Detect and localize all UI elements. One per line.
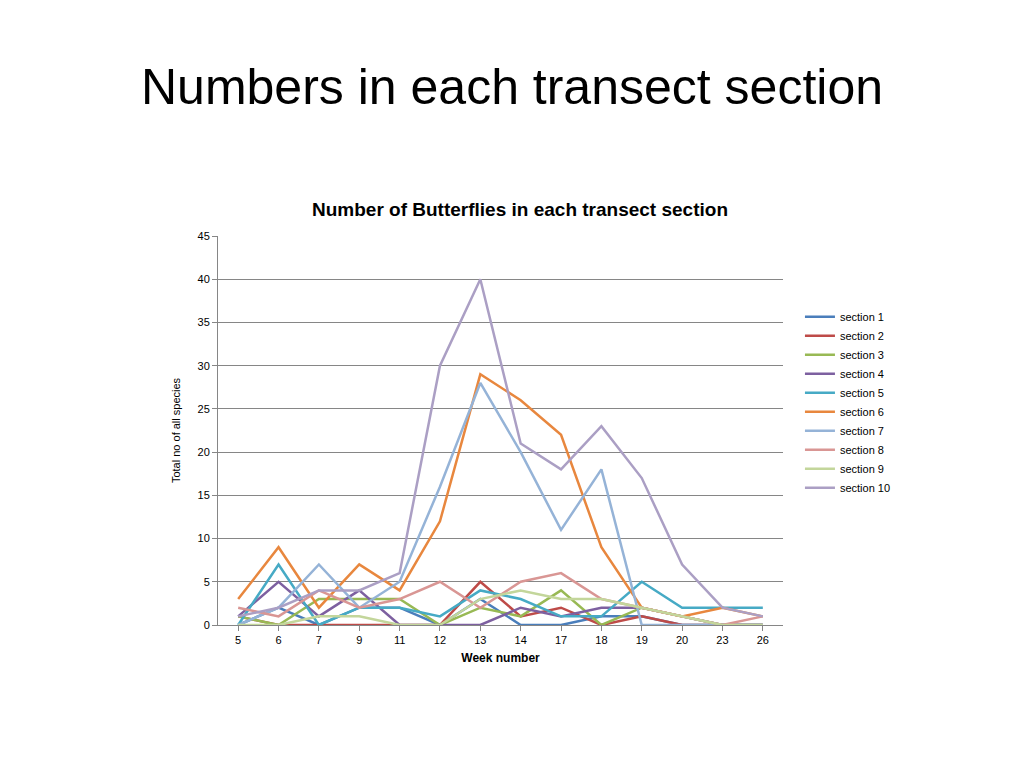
svg-text:Week number: Week number bbox=[461, 651, 540, 665]
svg-text:35: 35 bbox=[198, 316, 210, 328]
svg-text:Number of Butterflies in each: Number of Butterflies in each transect s… bbox=[312, 199, 728, 220]
svg-text:section 1: section 1 bbox=[840, 311, 884, 323]
svg-text:25: 25 bbox=[198, 403, 210, 415]
html-text:Numbers in each transect secti: Numbers in each transect section bbox=[141, 59, 883, 115]
svg-text:section 5: section 5 bbox=[840, 387, 884, 399]
svg-text:11: 11 bbox=[394, 634, 405, 646]
svg-text:20: 20 bbox=[198, 446, 210, 458]
svg-text:section 10: section 10 bbox=[840, 482, 890, 494]
svg-text:23: 23 bbox=[716, 634, 728, 646]
svg-text:20: 20 bbox=[676, 634, 688, 646]
svg-text:18: 18 bbox=[595, 634, 607, 646]
svg-text:10: 10 bbox=[198, 532, 210, 544]
svg-text:13: 13 bbox=[474, 634, 486, 646]
svg-text:0: 0 bbox=[204, 619, 210, 631]
svg-text:6: 6 bbox=[275, 634, 281, 646]
svg-text:section 2: section 2 bbox=[840, 330, 884, 342]
svg-text:9: 9 bbox=[356, 634, 362, 646]
svg-text:14: 14 bbox=[515, 634, 527, 646]
svg-text:26: 26 bbox=[757, 634, 769, 646]
svg-text:40: 40 bbox=[198, 273, 210, 285]
svg-text:5: 5 bbox=[235, 634, 241, 646]
svg-text:section 7: section 7 bbox=[840, 425, 884, 437]
svg-text:45: 45 bbox=[198, 230, 210, 242]
svg-text:7: 7 bbox=[316, 634, 322, 646]
svg-text:12: 12 bbox=[434, 634, 446, 646]
svg-text:5: 5 bbox=[204, 576, 210, 588]
svg-text:section 9: section 9 bbox=[840, 463, 884, 475]
svg-text:17: 17 bbox=[555, 634, 567, 646]
svg-text:section 8: section 8 bbox=[840, 444, 884, 456]
svg-text:Total no of all species: Total no of all species bbox=[170, 377, 182, 483]
svg-text:section 3: section 3 bbox=[840, 349, 884, 361]
svg-text:30: 30 bbox=[198, 360, 210, 372]
svg-text:15: 15 bbox=[198, 489, 210, 501]
svg-text:section 6: section 6 bbox=[840, 406, 884, 418]
svg-text:section 4: section 4 bbox=[840, 368, 884, 380]
svg-text:19: 19 bbox=[636, 634, 648, 646]
